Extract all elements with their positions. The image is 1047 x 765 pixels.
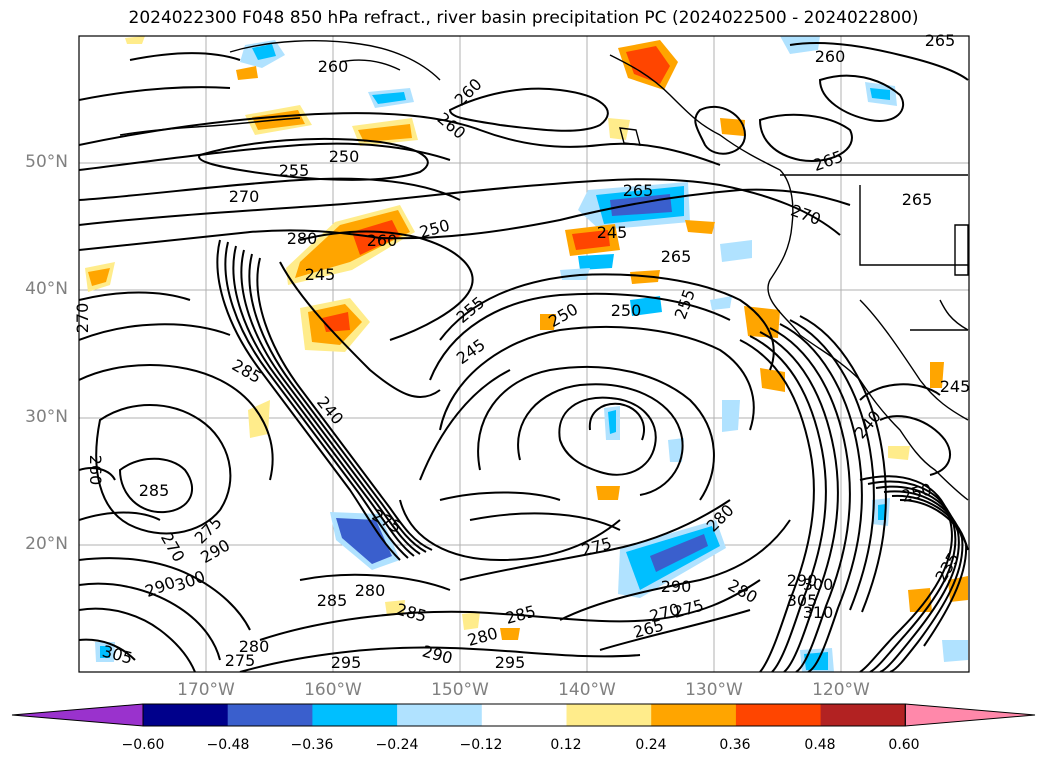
contour-label: 245 (940, 377, 971, 396)
contour-label: 260 (815, 47, 846, 66)
colorbar-segment (397, 704, 483, 726)
colorbar-tick: −0.48 (206, 737, 250, 753)
colorbar-segment (566, 704, 652, 726)
contour-label: 280 (355, 581, 386, 600)
lon-label-130w: 130°W (685, 680, 743, 700)
contour-label: 300 (803, 575, 834, 594)
colorbar-tick: −0.60 (121, 737, 165, 753)
lat-label-40n: 40°N (25, 279, 68, 299)
colorbar-segment (651, 704, 737, 726)
lon-label-150w: 150°W (431, 680, 489, 700)
contour-label: 280 (239, 637, 270, 656)
colorbar-segment (312, 704, 398, 726)
refractivity-contours (79, 42, 969, 672)
contour-label: 265 (623, 181, 654, 200)
lat-label-50n: 50°N (25, 152, 68, 172)
contour-label: 245 (597, 223, 628, 242)
colorbar-extend-high (904, 703, 1036, 727)
contour-label: 255 (279, 161, 310, 180)
contour-label: 260 (318, 57, 349, 76)
colorbar-border (142, 703, 906, 727)
colorbar-tick: 0.48 (804, 737, 836, 753)
contour-label: 280 (287, 229, 318, 248)
lon-label-140w: 140°W (558, 680, 616, 700)
contour-label: 270 (73, 303, 92, 334)
contour-label: 250 (611, 301, 642, 320)
plot-frame (78, 35, 970, 673)
colorbar-segment (735, 704, 822, 726)
contour-label: 285 (317, 591, 348, 610)
colorbar-tick: −0.24 (375, 737, 419, 753)
lon-label-120w: 120°W (812, 680, 870, 700)
contour-label: 310 (803, 603, 834, 622)
contour-label: 295 (331, 653, 362, 672)
colorbar-segment (820, 704, 906, 726)
lat-label-30n: 30°N (25, 407, 68, 427)
colorbar-segment (143, 704, 229, 726)
colorbar-segment (481, 704, 567, 726)
contour-label: 290 (787, 571, 818, 590)
contour-label: 260 (86, 455, 105, 486)
contour-label: 290 (661, 577, 692, 596)
colorbar-segment (227, 704, 313, 726)
colorbar (11, 703, 1036, 727)
precip-shading (85, 36, 968, 672)
colorbar-extend-low (11, 703, 144, 727)
colorbar-tick: 0.60 (888, 737, 920, 753)
colorbar-tick: 0.36 (719, 737, 751, 753)
colorbar-tick: 0.24 (635, 737, 667, 753)
contour-label: 295 (495, 653, 526, 672)
colorbar-tick: 0.12 (550, 737, 582, 753)
contour-label: 275 (225, 651, 256, 670)
contour-label: 245 (305, 265, 336, 284)
contour-label: 270 (229, 187, 260, 206)
lat-label-20n: 20°N (25, 534, 68, 554)
contour-label: 260 (367, 231, 398, 250)
contour-label: 265 (925, 31, 956, 50)
contour-label: 250 (329, 147, 360, 166)
contour-label: 265 (902, 190, 933, 209)
lon-label-160w: 160°W (304, 680, 362, 700)
contour-label: 265 (661, 247, 692, 266)
contour-label: 305 (787, 591, 818, 610)
map-title: 2024022300 F048 850 hPa refract., river … (128, 8, 919, 28)
lon-label-170w: 170°W (177, 680, 235, 700)
colorbar-tick: −0.36 (290, 737, 334, 753)
colorbar-tick: −0.12 (459, 737, 503, 753)
contour-label: 285 (139, 481, 170, 500)
